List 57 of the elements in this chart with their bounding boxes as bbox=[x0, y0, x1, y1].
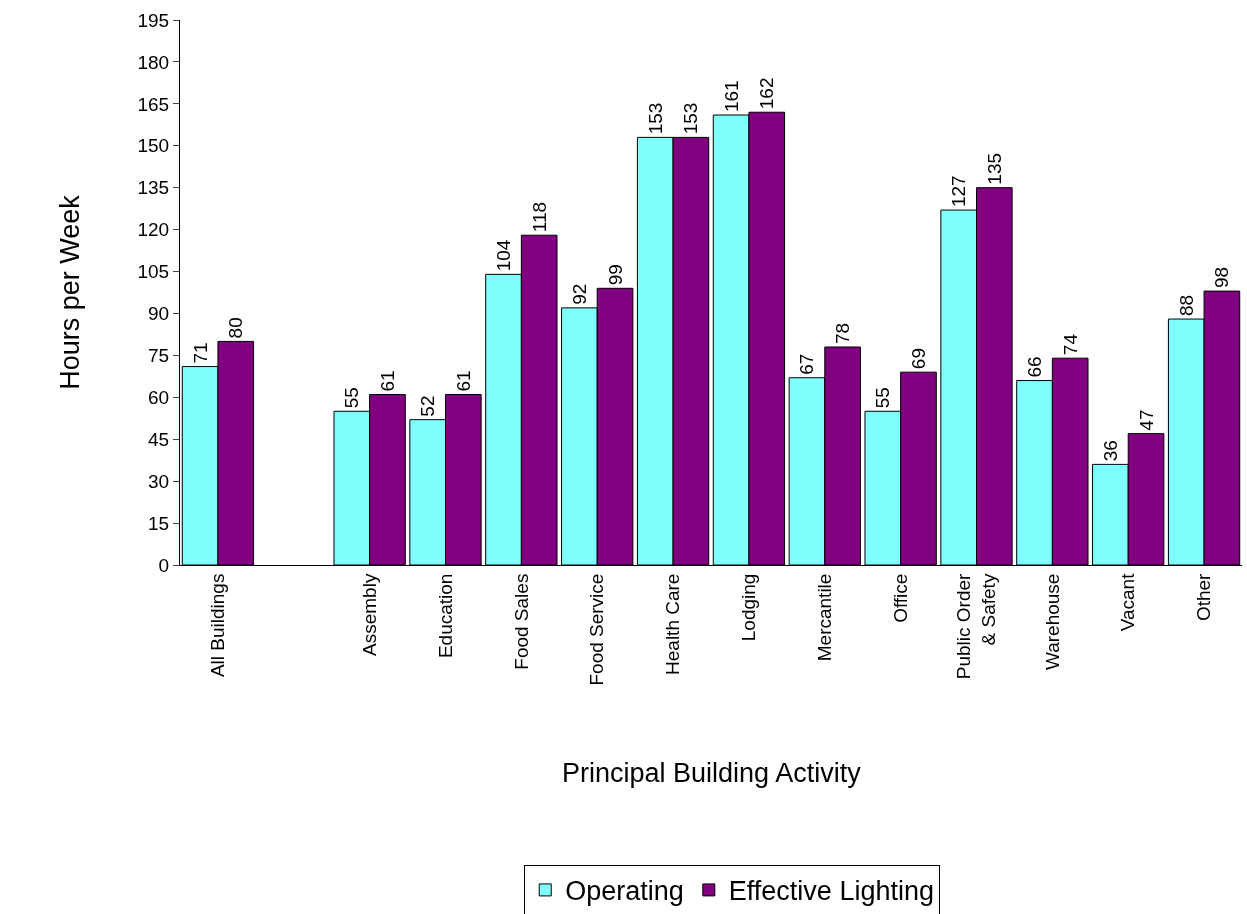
x-tick-label: Health Care bbox=[662, 573, 684, 675]
data-label: 135 bbox=[983, 152, 1005, 185]
data-label: 47 bbox=[1135, 409, 1157, 431]
y-tick-label: 135 bbox=[137, 177, 170, 199]
data-label: 162 bbox=[756, 77, 778, 110]
data-label: 66 bbox=[1024, 356, 1046, 378]
data-label: 92 bbox=[568, 283, 590, 305]
x-tick-label: Public Order & Safety bbox=[953, 572, 1000, 680]
x-tick-label: Warehouse bbox=[1041, 573, 1063, 671]
y-tick-label: 90 bbox=[148, 303, 170, 325]
y-axis-title: Hours per Week bbox=[54, 194, 85, 390]
x-tick-label: Food Service bbox=[586, 573, 608, 686]
y-tick-label: 15 bbox=[148, 512, 170, 534]
data-label: 118 bbox=[528, 201, 550, 233]
y-tick-label: 195 bbox=[137, 9, 170, 31]
legend-label: Effective Lighting bbox=[728, 876, 934, 907]
y-tick-label: 30 bbox=[148, 470, 170, 492]
y-tick-label: 45 bbox=[148, 428, 170, 450]
data-label: 69 bbox=[907, 348, 929, 370]
y-tick-label: 0 bbox=[158, 554, 170, 576]
data-label: 78 bbox=[832, 322, 854, 344]
x-tick-label: Food Sales bbox=[510, 573, 532, 670]
x-tick-label: Other bbox=[1193, 572, 1215, 622]
data-label: 61 bbox=[452, 370, 474, 392]
x-tick-label: Lodging bbox=[738, 573, 760, 642]
x-tick-label: Assembly bbox=[358, 573, 380, 656]
data-label: 88 bbox=[1175, 294, 1197, 317]
x-tick-label: Office bbox=[889, 573, 911, 623]
x-axis-title: Principal Building Activity bbox=[562, 758, 862, 788]
data-label: 74 bbox=[1059, 333, 1081, 356]
y-tick-label: 105 bbox=[137, 261, 170, 283]
y-tick-label: 165 bbox=[137, 93, 170, 115]
data-label: 71 bbox=[189, 342, 211, 364]
y-tick-label: 120 bbox=[137, 219, 170, 241]
data-label: 55 bbox=[872, 387, 894, 409]
y-tick-label: 180 bbox=[137, 51, 170, 73]
data-label: 99 bbox=[604, 264, 626, 286]
data-label: 80 bbox=[225, 317, 247, 339]
data-label: 61 bbox=[376, 370, 398, 392]
data-label: 55 bbox=[341, 387, 363, 409]
data-label: 67 bbox=[796, 353, 818, 375]
data-label: 98 bbox=[1211, 266, 1233, 289]
y-tick-label: 60 bbox=[148, 386, 170, 408]
y-tick-label: 150 bbox=[137, 135, 170, 157]
x-tick-label: Vacant bbox=[1117, 572, 1139, 632]
data-label: 36 bbox=[1099, 440, 1121, 462]
x-tick-label: Education bbox=[434, 573, 456, 659]
data-label: 52 bbox=[417, 395, 439, 417]
x-tick-label: All Buildings bbox=[207, 573, 229, 678]
data-label: 104 bbox=[493, 239, 515, 272]
data-label: 153 bbox=[644, 102, 666, 135]
y-tick-label: 75 bbox=[148, 345, 170, 367]
x-tick-label: Mercantile bbox=[813, 573, 835, 662]
data-label: 153 bbox=[680, 102, 702, 135]
data-label: 127 bbox=[948, 175, 970, 208]
legend-label: Operating bbox=[565, 876, 684, 907]
data-label: 161 bbox=[720, 80, 742, 113]
